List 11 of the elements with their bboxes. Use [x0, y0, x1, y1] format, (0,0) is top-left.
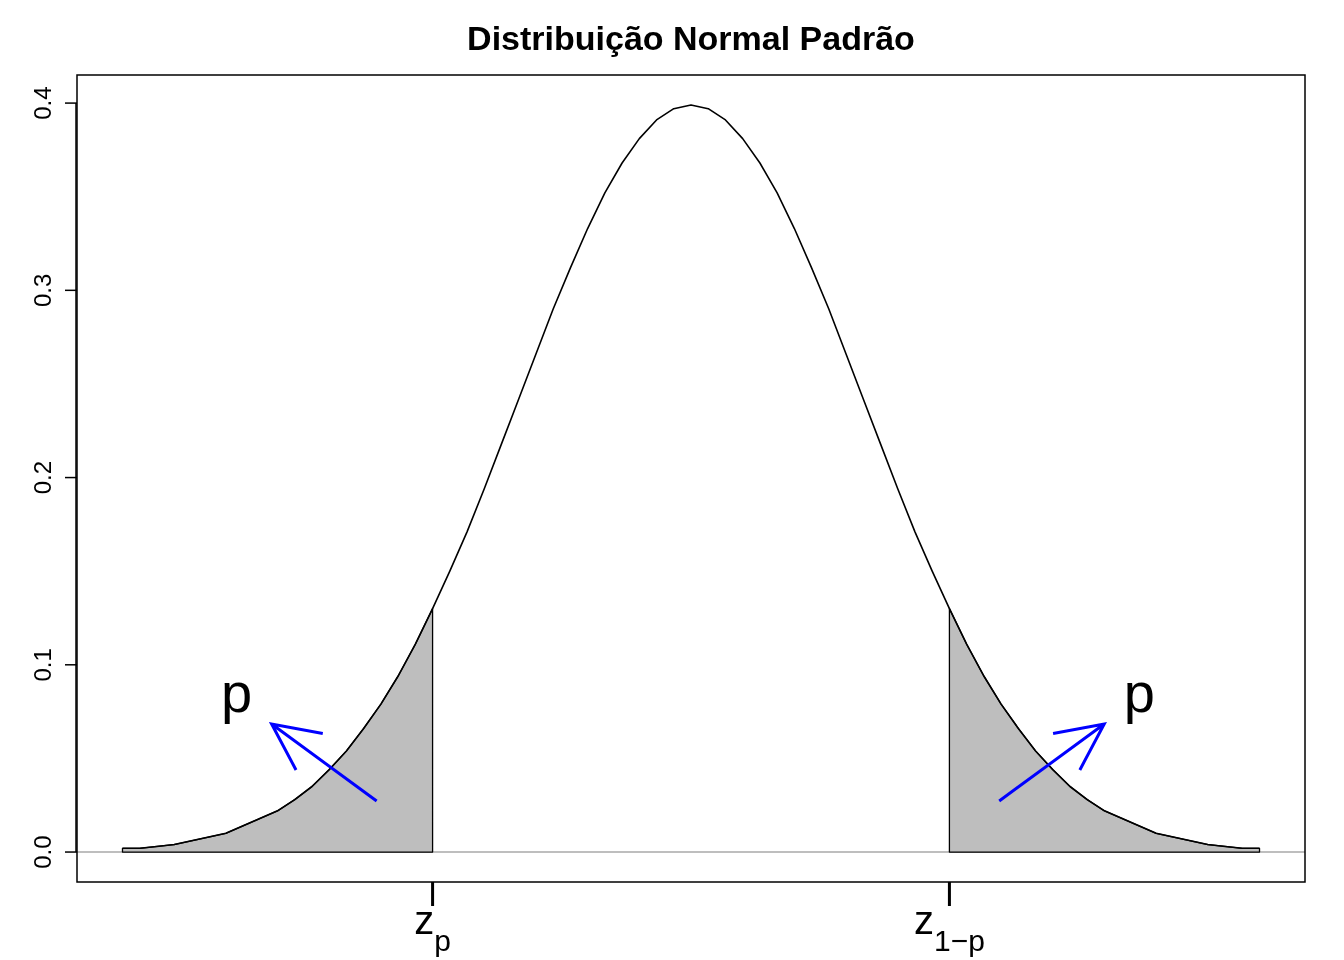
y-tick-label: 0.2: [29, 460, 56, 495]
annotation: p: [1123, 661, 1155, 724]
x-tick-label: z$_{p}$: [414, 898, 451, 957]
chart-title: Distribuição Normal Padrão: [467, 19, 915, 57]
y-tick-label: 0.4: [29, 86, 56, 120]
line-series: [121, 104, 1261, 850]
y-tick-label: 0.1: [29, 648, 56, 682]
annotation: p: [221, 661, 253, 724]
y-tick-label: 0.0: [29, 835, 56, 869]
x-tick-label: z$_{1−p}$: [913, 898, 985, 957]
y-tick-label: 0.3: [29, 273, 56, 308]
